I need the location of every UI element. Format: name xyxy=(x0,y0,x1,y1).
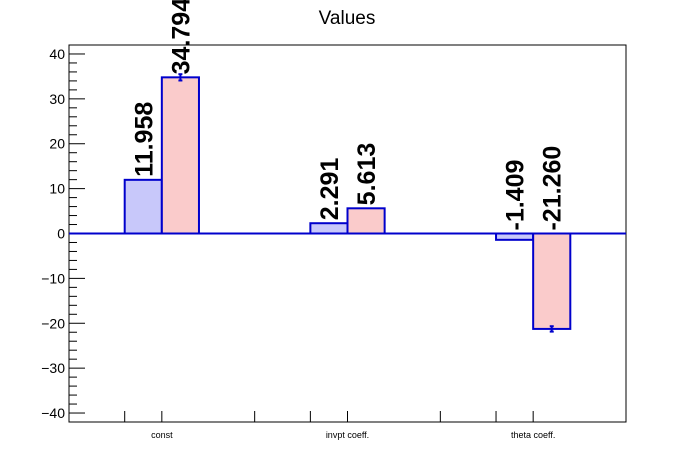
data-label: 2.291 xyxy=(316,158,344,221)
bar xyxy=(532,232,572,330)
y-tick-label: −40 xyxy=(41,405,65,421)
data-label: -21.260 xyxy=(539,146,567,231)
x-tick-label: const xyxy=(151,430,173,440)
bar xyxy=(160,76,200,235)
x-tick-label: invpt coeff. xyxy=(326,430,369,440)
data-label: -1.409 xyxy=(502,160,530,231)
y-tick-label: 30 xyxy=(49,91,65,107)
bar xyxy=(346,207,386,235)
y-tick-label: −30 xyxy=(41,360,65,376)
bar xyxy=(309,222,349,235)
data-label: 11.958 xyxy=(130,102,158,177)
chart-title: Values xyxy=(319,8,376,29)
y-tick-label: 20 xyxy=(49,136,65,152)
data-label: 34.794 xyxy=(167,0,195,74)
x-tick-label: theta coeff. xyxy=(511,430,555,440)
y-tick-label: −10 xyxy=(41,270,65,286)
y-tick-label: 10 xyxy=(49,181,65,197)
bar xyxy=(123,178,163,235)
bars xyxy=(69,73,626,333)
y-tick-label: 0 xyxy=(57,226,65,242)
data-label: 5.613 xyxy=(353,143,381,206)
y-tick-label: −20 xyxy=(41,315,65,331)
data-labels: 11.958 2.291 -1.409 34.794 5.613 -21.260 xyxy=(130,0,566,231)
y-tick-label: 40 xyxy=(49,46,65,62)
